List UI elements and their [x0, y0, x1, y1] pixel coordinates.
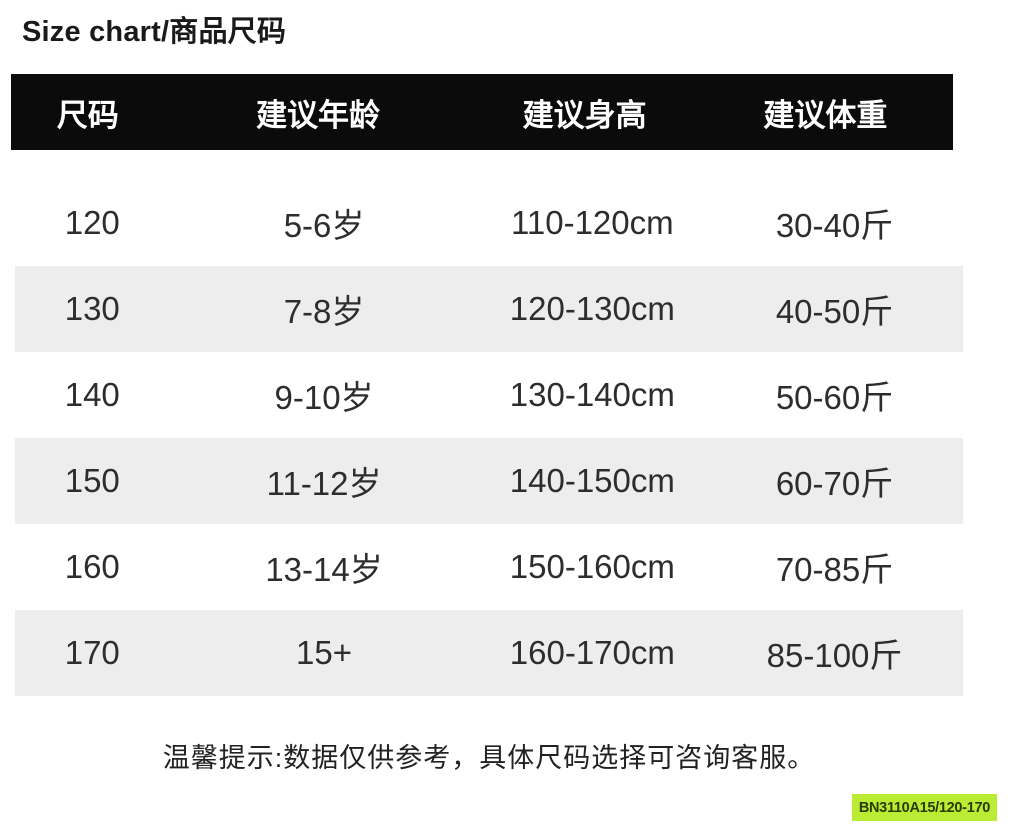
table-cell: 60-70斤 [775, 465, 894, 502]
sku-badge: BN3110A15/120-170 [851, 794, 997, 821]
table-cell: 85-100斤 [766, 637, 903, 674]
table-cell: 120-130cm [509, 290, 675, 327]
table-cell: 50-60斤 [775, 379, 894, 416]
table-cell: 5-6岁 [283, 207, 365, 244]
table-cell: 110-120cm [510, 204, 674, 241]
table-cell: 140 [64, 376, 120, 413]
header-cell: 尺码 [56, 97, 119, 133]
footer-note: 温馨提示:数据仅供参考，具体尺码选择可咨询客服。 [162, 743, 816, 773]
table-cell: 11-12岁 [266, 465, 382, 502]
table-row: 150 11-12岁 140-150cm 60-70斤 [15, 438, 963, 524]
table-body: 120 5-6岁 110-120cm 30-40斤 130 7-8岁 120-130cm 40… [15, 180, 963, 696]
sku-badge-text: BN3110A15/120-170 [858, 799, 990, 816]
table-cell: 15+ [296, 634, 353, 671]
header-cell: 建议身高 [522, 97, 647, 133]
page-title-separator: / [161, 16, 170, 48]
table-cell: 7-8岁 [283, 293, 365, 330]
table-cell: 13-14岁 [265, 551, 383, 588]
table-cell: 150 [64, 462, 120, 499]
table-cell: 160 [64, 548, 120, 585]
table-cell: 30-40斤 [775, 207, 894, 244]
table-cell: 130 [64, 290, 120, 327]
table-cell: 140-150cm [509, 462, 675, 499]
table-cell: 150-160cm [509, 548, 675, 585]
table-row: 170 15+ 160-170cm 85-100斤 [15, 610, 963, 696]
header-cell: 建议年龄 [256, 97, 381, 133]
table-row: 160 13-14岁 150-160cm 70-85斤 [15, 524, 963, 610]
table-cell: 170 [64, 634, 120, 671]
header-cell: 建议体重 [763, 97, 888, 133]
table-row: 130 7-8岁 120-130cm 40-50斤 [15, 266, 963, 352]
page-title-cn: 商品尺码 [169, 16, 287, 48]
table-header-row: 尺码 建议年龄 建议身高 建议体重 [11, 74, 953, 150]
table-cell: 70-85斤 [775, 551, 894, 588]
page-title: Size chart/商品尺码 [22, 8, 286, 50]
table-row: 120 5-6岁 110-120cm 30-40斤 [15, 180, 963, 266]
table-cell: 120 [64, 204, 120, 241]
table-cell: 160-170cm [509, 634, 675, 671]
table-row: 140 9-10岁 130-140cm 50-60斤 [15, 352, 963, 438]
table-cell: 40-50斤 [775, 293, 894, 330]
table-cell: 130-140cm [509, 376, 675, 413]
table-cell: 9-10岁 [274, 379, 374, 416]
page-title-latin: Size chart [22, 16, 161, 48]
